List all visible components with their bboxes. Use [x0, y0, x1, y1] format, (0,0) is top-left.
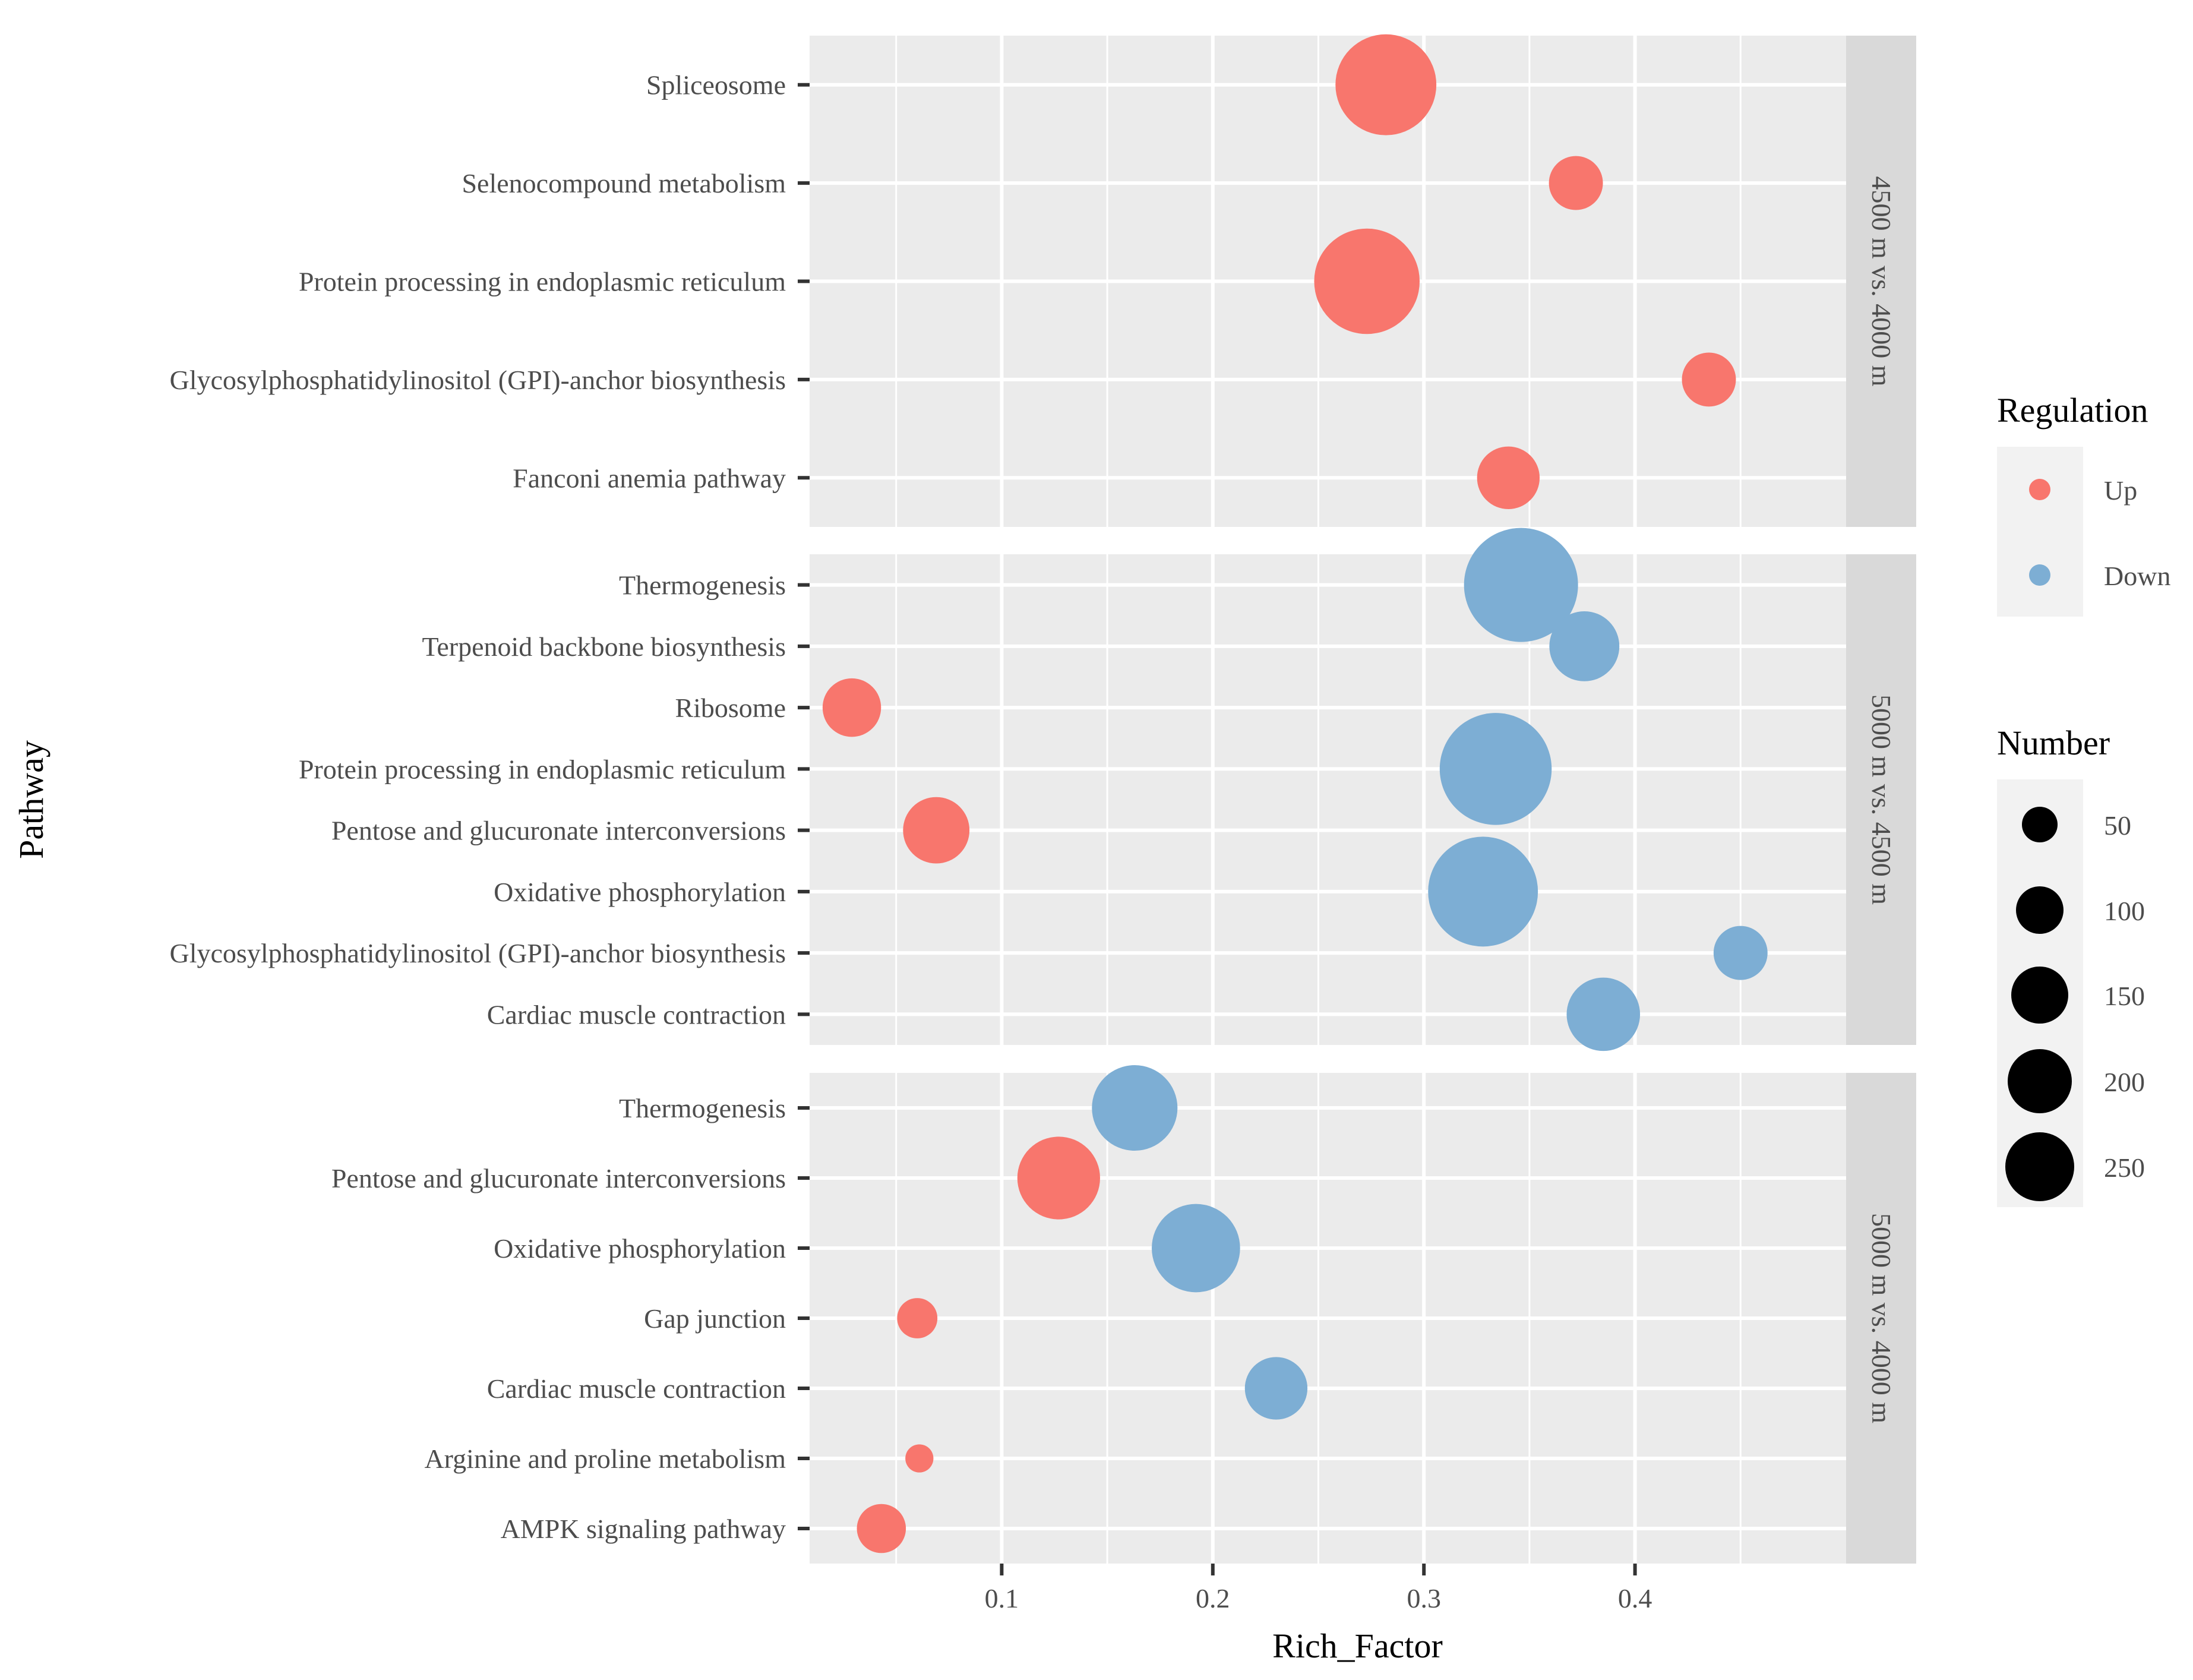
y-tick-label: Spliceosome [646, 70, 786, 100]
legend-size-label: 150 [2104, 981, 2145, 1011]
legend-key-down [2029, 564, 2050, 586]
legend-size-key [2008, 1049, 2072, 1113]
facet-label: 5000 m vs. 4500 m [1866, 694, 1897, 905]
y-tick-label: Protein processing in endoplasmic reticu… [299, 267, 786, 297]
y-tick-label: Pentose and glucuronate interconversions [331, 1163, 786, 1193]
data-point [1092, 1065, 1178, 1151]
panel-1: Spliceosome Selenocompound metabolism Prot… [170, 34, 1916, 527]
y-tick-label: Fanconi anemia pathway [513, 463, 786, 493]
data-point [897, 1298, 938, 1338]
legend-size-label: 100 [2104, 896, 2145, 926]
data-point [903, 797, 970, 864]
y-tick-label: AMPK signaling pathway [501, 1514, 786, 1544]
legend-key-up [2029, 479, 2050, 500]
legend-key-background [1997, 447, 2083, 617]
x-tick-label: 0.3 [1407, 1583, 1441, 1613]
legend-size-key [2022, 807, 2058, 842]
data-point [1549, 611, 1620, 681]
y-tick-label: Pentose and glucuronate interconversions [331, 816, 786, 846]
data-point [1439, 713, 1552, 825]
data-point [1549, 156, 1603, 210]
facet-strip [1846, 1073, 1916, 1564]
legend-title-regulation: Regulation [1997, 391, 2148, 430]
legend-size-label: 200 [2104, 1067, 2145, 1097]
data-point [1428, 836, 1538, 947]
data-point [1152, 1204, 1240, 1293]
y-tick-label: Oxidative phosphorylation [494, 877, 786, 907]
data-point [1682, 352, 1736, 407]
legend-size-key [2011, 967, 2068, 1024]
x-tick-label: 0.2 [1196, 1583, 1230, 1613]
data-point [1335, 34, 1437, 135]
x-axis-title: Rich_Factor [1272, 1627, 1443, 1665]
y-tick-label: Cardiac muscle contraction [487, 999, 786, 1030]
panel-background [810, 554, 1846, 1045]
facet-label: 4500 m vs. 4000 m [1866, 176, 1897, 387]
y-tick-label: Oxidative phosphorylation [494, 1233, 786, 1264]
y-tick-label: Glycosylphosphatidylinositol (GPI)-ancho… [170, 365, 786, 395]
panel-3: Thermogenesis Pentose and glucuronate int… [331, 1065, 1916, 1564]
data-point [1566, 977, 1641, 1051]
data-point [1464, 528, 1578, 642]
y-tick-label: Cardiac muscle contraction [487, 1373, 786, 1404]
legend-label-down: Down [2104, 561, 2170, 591]
legend-label-up: Up [2104, 475, 2137, 506]
y-tick-label: Protein processing in endoplasmic reticu… [299, 754, 786, 784]
y-tick-label: Arginine and proline metabolism [424, 1444, 786, 1474]
y-tick-label: Thermogenesis [619, 570, 786, 601]
data-point [1477, 446, 1540, 509]
facet-label: 5000 m vs. 4000 m [1866, 1213, 1897, 1423]
data-point [857, 1504, 906, 1553]
facet-strip [1846, 554, 1916, 1045]
legend-size-key [2005, 1132, 2074, 1201]
legend-size-label: 50 [2104, 810, 2131, 841]
legend-title-number: Number [1997, 724, 2110, 762]
legend-size-label: 250 [2104, 1152, 2145, 1183]
y-tick-label: Ribosome [675, 693, 786, 723]
facet-strip [1846, 36, 1916, 527]
y-tick-label: Glycosylphosphatidylinositol (GPI)-ancho… [170, 938, 786, 968]
x-tick-label: 0.4 [1618, 1583, 1652, 1613]
data-point [1314, 228, 1420, 334]
y-tick-label: Thermogenesis [619, 1093, 786, 1123]
data-point [822, 678, 881, 737]
legend-size-key [2016, 886, 2064, 934]
panel-2: Thermogenesis Terpenoid backbone biosynth… [170, 528, 1916, 1051]
data-point [1713, 926, 1768, 980]
y-tick-label: Terpenoid backbone biosynthesis [422, 631, 786, 662]
y-tick-label: Gap junction [644, 1303, 786, 1334]
y-tick-label: Selenocompound metabolism [462, 168, 786, 198]
data-point [1244, 1357, 1308, 1420]
data-point [905, 1444, 934, 1473]
x-tick-label: 0.1 [985, 1583, 1019, 1613]
y-axis-title: Pathway [12, 740, 50, 859]
data-point [1017, 1136, 1100, 1220]
